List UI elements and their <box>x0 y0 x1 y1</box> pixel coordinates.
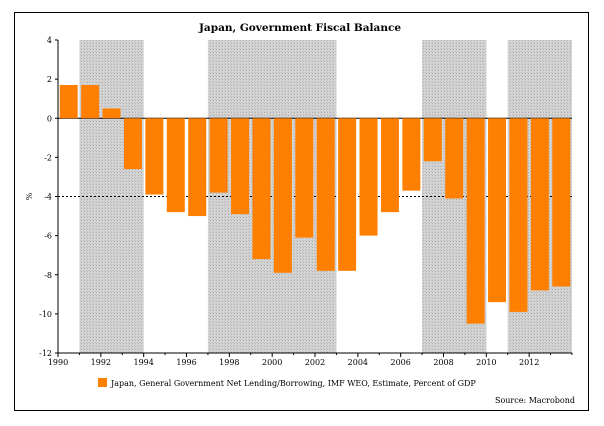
x-tick-label: 2004 <box>348 358 368 367</box>
bar-2001 <box>295 118 314 238</box>
bar-2011 <box>509 118 528 312</box>
x-tick-label: 2010 <box>476 358 496 367</box>
y-tick-label: -12 <box>39 349 52 358</box>
x-tick-label: 1990 <box>48 358 68 367</box>
bar-1993 <box>123 118 142 170</box>
bar-1995 <box>166 118 185 213</box>
bar-2013 <box>552 118 571 287</box>
bar-2005 <box>380 118 399 213</box>
legend-swatch <box>98 378 107 387</box>
bar-2003 <box>338 118 357 271</box>
x-tick-label: 2000 <box>262 358 282 367</box>
bar-2009 <box>466 118 485 324</box>
bar-2012 <box>530 118 549 291</box>
x-tick-label: 2012 <box>519 358 539 367</box>
x-tick-label: 1998 <box>219 358 239 367</box>
bar-1990 <box>59 84 78 119</box>
y-axis-label: % <box>25 192 34 200</box>
y-tick-label: -6 <box>44 232 52 241</box>
bar-1999 <box>252 118 271 260</box>
bar-2002 <box>316 118 335 271</box>
y-tick-label: -8 <box>44 271 52 280</box>
legend-label: Japan, General Government Net Lending/Bo… <box>110 379 476 388</box>
y-tick-label: -10 <box>39 310 52 319</box>
bar-2000 <box>273 118 292 273</box>
source-label: Source: Macrobond <box>495 396 575 405</box>
x-tick-label: 2006 <box>390 358 410 367</box>
y-tick-label: -2 <box>44 153 52 162</box>
bar-2010 <box>488 118 507 303</box>
bar-2004 <box>359 118 378 236</box>
bar-2006 <box>402 118 421 191</box>
y-tick-label: 4 <box>47 36 52 45</box>
y-tick-label: 2 <box>47 75 52 84</box>
chart-canvas: Japan, Government Fiscal Balance 4 2 0 -2 -4… <box>25 22 575 405</box>
bar-2007 <box>423 118 442 162</box>
bar-1997 <box>209 118 228 193</box>
x-tick-label: 1996 <box>176 358 196 367</box>
chart-frame: Japan, Government Fiscal Balance 4 2 0 -2 -4… <box>14 12 589 411</box>
bar-1994 <box>145 118 164 195</box>
x-tick-label: 1994 <box>133 358 153 367</box>
bar-1991 <box>81 84 100 119</box>
x-tick-label: 1992 <box>91 358 111 367</box>
bar-2008 <box>445 118 464 199</box>
bar-1998 <box>231 118 250 215</box>
bar-1996 <box>188 118 207 217</box>
y-tick-label: 0 <box>47 114 52 123</box>
x-tick-label: 2008 <box>433 358 453 367</box>
bar-1992 <box>102 108 121 119</box>
chart-title: Japan, Government Fiscal Balance <box>198 22 401 34</box>
x-tick-label: 2002 <box>305 358 325 367</box>
y-tick-label: -4 <box>44 193 52 202</box>
